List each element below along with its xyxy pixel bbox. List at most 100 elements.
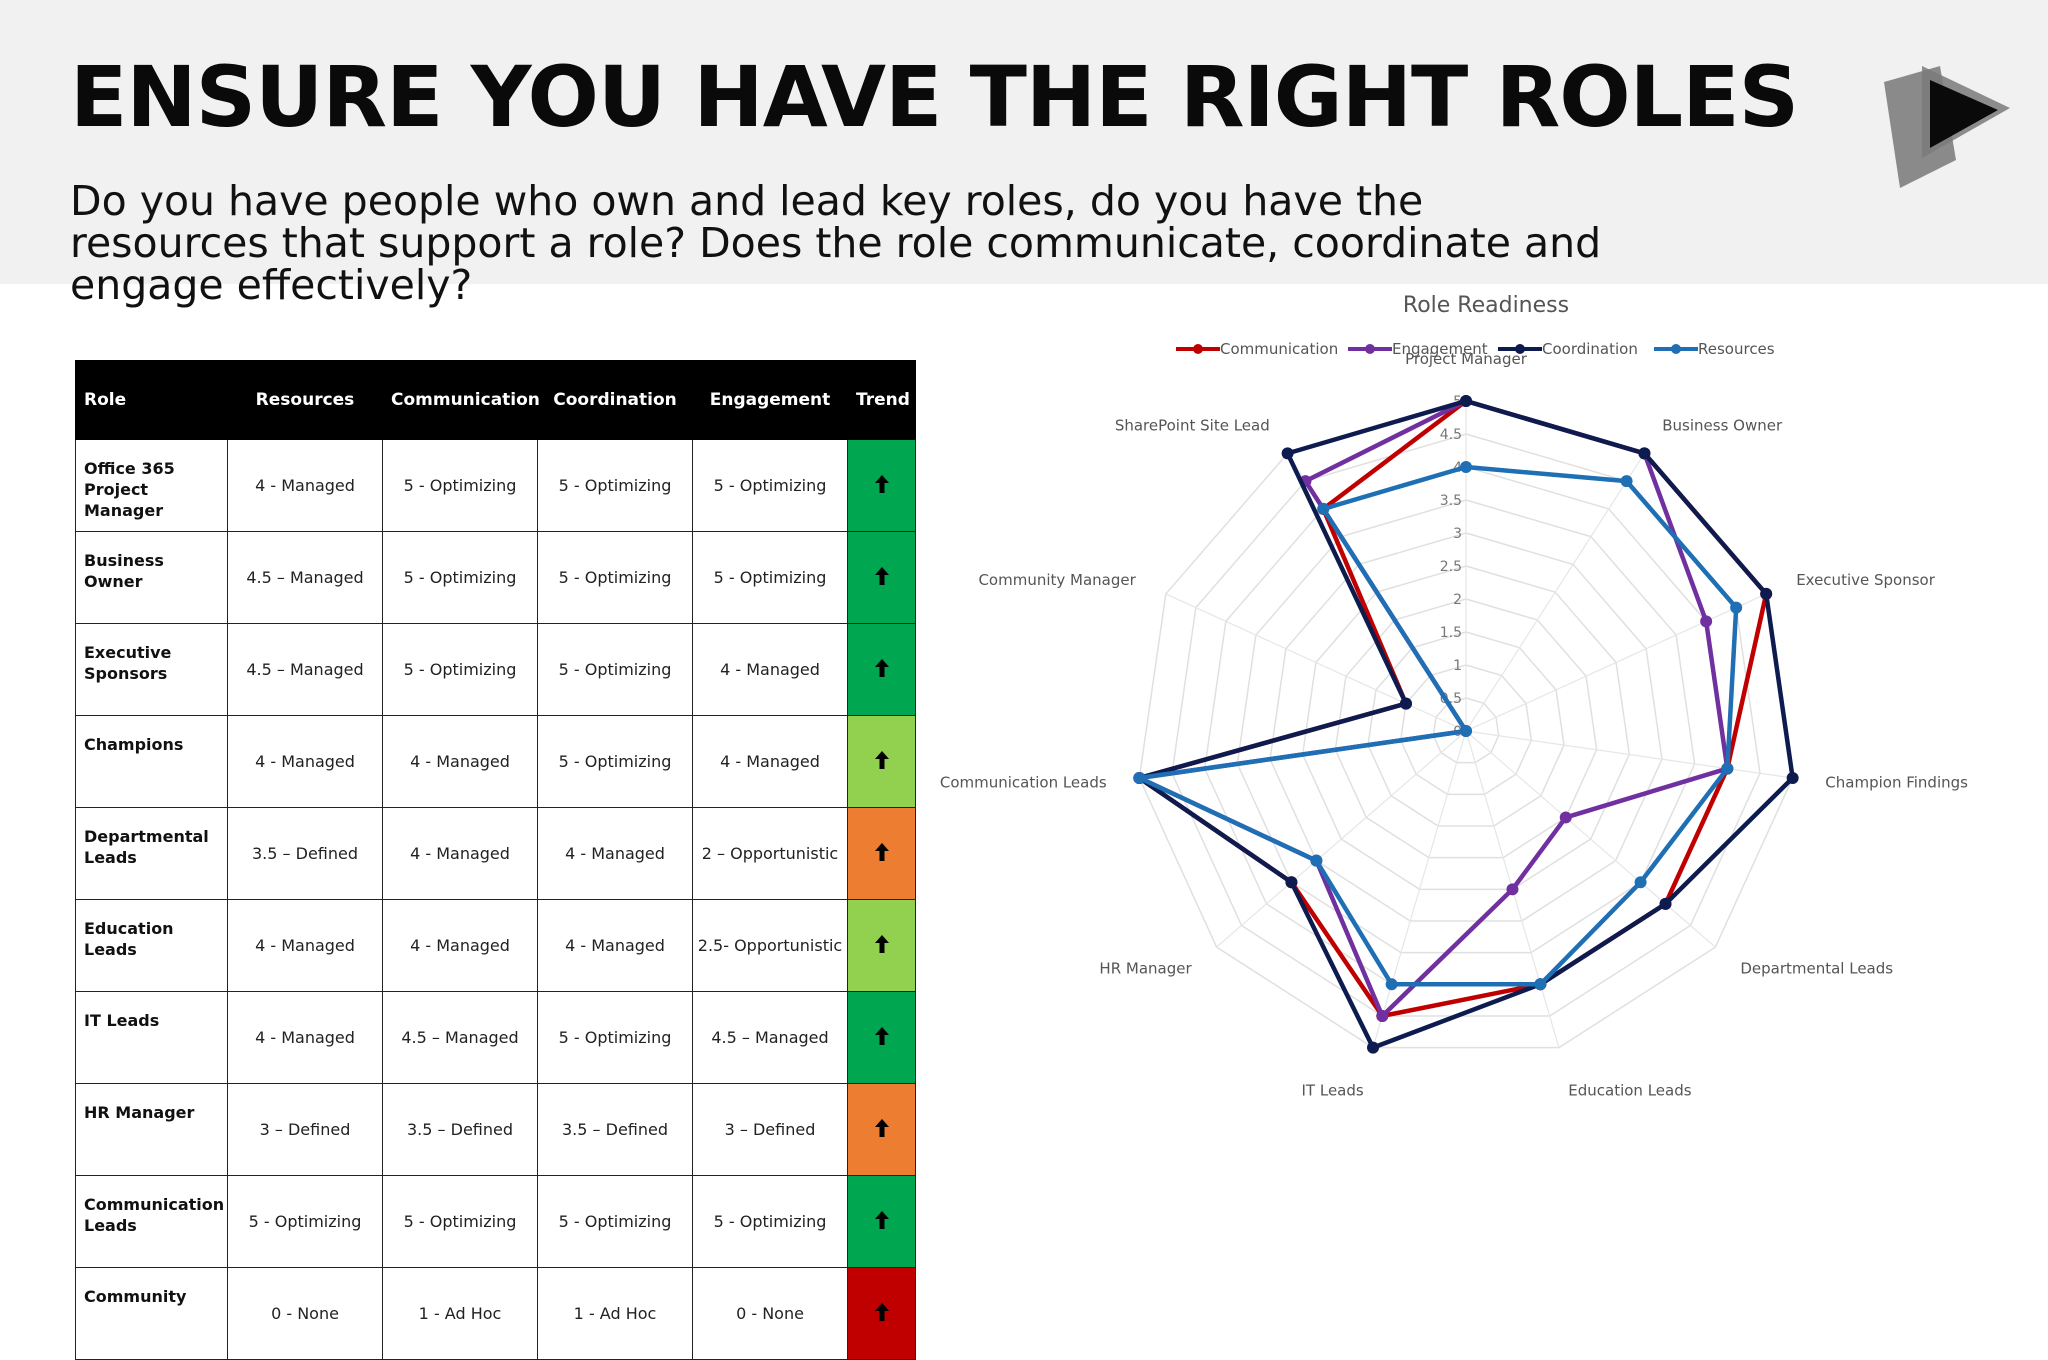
coordination-cell: 4 - Managed [537, 899, 693, 992]
communication-cell: 4.5 – Managed [382, 991, 538, 1084]
trend-cell [847, 439, 916, 532]
resources-cell: 5 - Optimizing [227, 1175, 383, 1268]
trend-cell [847, 991, 916, 1084]
coordination-cell: 4 - Managed [537, 807, 693, 900]
up-arrow-icon [874, 1302, 889, 1321]
category-label: Executive Sponsor [1796, 571, 1936, 589]
resources-cell: 3 – Defined [227, 1083, 383, 1176]
radial-tick-label: 4.5 [1440, 427, 1462, 443]
legend-marker [1515, 344, 1525, 354]
communication-cell: 1 - Ad Hoc [382, 1267, 538, 1360]
table-row: Communication Leads 5 - Optimizing 5 - Opt… [75, 1175, 916, 1268]
role-name-cell: Education Leads [75, 899, 228, 992]
communication-cell: 5 - Optimizing [382, 531, 538, 624]
role-name-cell: Community [75, 1267, 228, 1360]
data-point [1786, 771, 1799, 784]
grid-spoke [1465, 593, 1767, 732]
communication-cell: 4 - Managed [382, 807, 538, 900]
category-label: Departmental Leads [1740, 960, 1893, 978]
column-header-resources: Resources [227, 360, 383, 440]
role-name-cell: Executive Sponsors [75, 623, 228, 716]
data-point [1760, 587, 1773, 600]
engagement-cell: 3 – Defined [692, 1083, 848, 1176]
data-point [1721, 762, 1734, 775]
data-point [1385, 978, 1398, 991]
grid-ring [1432, 697, 1500, 764]
data-point [1310, 854, 1323, 867]
data-point [1460, 395, 1472, 407]
category-label: Project Manager [1405, 350, 1528, 368]
up-arrow-icon [874, 1210, 889, 1229]
trend-cell [847, 715, 916, 808]
trend-cell [847, 623, 916, 716]
data-point [1534, 978, 1547, 991]
data-point [1506, 883, 1519, 896]
grid-ring [1301, 565, 1631, 891]
up-arrow-icon [874, 658, 889, 677]
role-name-cell: Departmental Leads [75, 807, 228, 900]
data-point [1730, 601, 1743, 614]
coordination-cell: 1 - Ad Hoc [537, 1267, 693, 1360]
communication-cell: 5 - Optimizing [382, 1175, 538, 1268]
engagement-cell: 2 – Opportunistic [692, 807, 848, 900]
data-point [1634, 876, 1647, 889]
communication-cell: 5 - Optimizing [382, 439, 538, 532]
engagement-cell: 5 - Optimizing [692, 439, 848, 532]
up-arrow-icon [874, 934, 889, 953]
data-point [1281, 447, 1294, 460]
table-row: HR Manager 3 – Defined 3.5 – Defined 3.5 – … [75, 1083, 916, 1176]
slide-title: ENSURE YOU HAVE THE RIGHT ROLES [70, 48, 1799, 146]
radial-tick-label: 2 [1453, 592, 1462, 608]
trend-cell [847, 807, 916, 900]
role-name-cell: Champions [75, 715, 228, 808]
data-point [1133, 771, 1146, 784]
engagement-cell: 5 - Optimizing [692, 531, 848, 624]
resources-cell: 0 - None [227, 1267, 383, 1360]
resources-cell: 4 - Managed [227, 439, 383, 532]
up-arrow-icon [874, 750, 889, 769]
slide-subtitle: Do you have people who own and lead key … [70, 177, 1602, 309]
coordination-cell: 5 - Optimizing [537, 991, 693, 1084]
chart-title: Role Readiness [1403, 293, 1569, 318]
data-point [1638, 447, 1651, 460]
column-header-coordination: Coordination [537, 360, 693, 440]
column-header-trend: Trend [847, 360, 916, 440]
series-line [1137, 464, 1739, 987]
role-name-cell: Business Owner [75, 531, 228, 624]
data-point [1460, 461, 1472, 473]
coordination-cell: 5 - Optimizing [537, 1175, 693, 1268]
role-name-cell: HR Manager [75, 1083, 228, 1176]
table-header-row: Role Resources Communication Coordinatio… [75, 360, 916, 440]
table-row: Office 365 Project Manager 4 - Managed 5 -… [75, 439, 916, 532]
legend-label: Resources [1698, 340, 1775, 358]
resources-cell: 4 - Managed [227, 715, 383, 808]
grid-spoke [1165, 593, 1467, 732]
data-point [1460, 725, 1472, 737]
radial-tick-label: 3.5 [1440, 493, 1462, 509]
up-arrow-icon [874, 1026, 889, 1045]
table-row: Departmental Leads 3.5 – Defined 4 - Manag… [75, 807, 916, 900]
engagement-cell: 2.5- Opportunistic [692, 899, 848, 992]
table-row: Community 0 - None 1 - Ad Hoc 1 - Ad Hoc 0 -… [75, 1267, 916, 1360]
grid-ring [1236, 499, 1696, 954]
legend-marker [1193, 344, 1203, 354]
data-point [1700, 615, 1713, 628]
table-row: Business Owner 4.5 – Managed 5 - Optimizin… [75, 531, 916, 624]
role-name-cell: Office 365 Project Manager [75, 439, 228, 532]
engagement-cell: 0 - None [692, 1267, 848, 1360]
data-point [1399, 697, 1412, 710]
coordination-cell: 5 - Optimizing [537, 531, 693, 624]
coordination-cell: 3.5 – Defined [537, 1083, 693, 1176]
resources-cell: 4.5 – Managed [227, 531, 383, 624]
role-name-cell: IT Leads [75, 991, 228, 1084]
engagement-cell: 4.5 – Managed [692, 991, 848, 1084]
trend-cell [847, 531, 916, 624]
play-arrow-logo-icon [1884, 66, 2010, 188]
radial-tick-label: 2.5 [1440, 559, 1462, 575]
coordination-cell: 5 - Optimizing [537, 715, 693, 808]
trend-cell [847, 1267, 916, 1360]
legend-label: Coordination [1542, 340, 1638, 358]
up-arrow-icon [874, 842, 889, 861]
category-label: Business Owner [1662, 417, 1783, 435]
header-band [0, 0, 2048, 284]
